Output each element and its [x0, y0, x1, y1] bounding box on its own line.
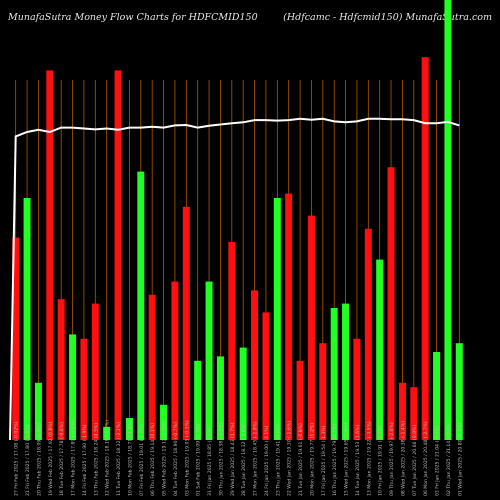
bar: [410, 387, 418, 440]
bar: [455, 343, 463, 440]
money-flow-line-path: [9, 117, 460, 441]
bar: [148, 294, 156, 440]
x-tick-label: 21 Tue Jan 2025 / 19.61 (-0.8%): [298, 423, 304, 496]
x-tick-label: 06 Mon Jan 2025 / 20.48 (-2.7%): [423, 421, 429, 496]
bar: [319, 343, 327, 440]
x-tick-label: 20 Mon Jan 2025 / 19.77 (1.2%): [309, 423, 315, 496]
bar: [205, 281, 213, 440]
x-tick-label: 01 Wed Jan 2025 / 20.80 (0.2%): [457, 422, 463, 496]
x-tick-label: 18 Tue Feb 2025 / 17.78 (-0.6%): [59, 422, 65, 496]
bar: [23, 198, 31, 440]
x-tick-label: 04 Tue Feb 2025 / 18.90 (-0.7%): [173, 422, 179, 496]
x-tick-label: 17 Fri Jan 2025 / 19.54 (-1.3%): [321, 425, 327, 496]
bar: [216, 356, 224, 440]
x-tick-label: 03 Fri Jan 2025 / 21.04 (-0.5%): [435, 425, 441, 496]
x-tick-label: 27 Mon Jan 2025 / 18.45 (-2.9%): [253, 421, 259, 496]
x-tick-label: 09 Thu Jan 2025 / 19.97 (-2.0%): [389, 422, 395, 496]
x-tick-label: 06 Thu Feb 2025 / 19.14 (0.1%): [150, 423, 156, 496]
x-tick-labels: 27 Fri Feb 2025 / 17.08 (-0.02%) 21 Fri F…: [14, 420, 464, 496]
bar: [262, 312, 270, 440]
bar: [34, 382, 42, 440]
bar: [103, 426, 111, 440]
bar: [398, 382, 406, 440]
x-tick-label: 01 Sat Feb 2025 / 19.09 (1.3%): [196, 424, 202, 496]
bar: [160, 404, 168, 440]
x-tick-label: 14 Tue Jan 2025 / 19.53 (1.6%): [355, 425, 361, 496]
bar: [296, 360, 304, 440]
x-tick-label: 13 Mon Jan 2025 / 19.22 (-3.5%): [366, 421, 372, 496]
bar: [91, 303, 99, 440]
bar: [57, 299, 65, 440]
x-tick-label: 16 Thu Jan 2025 / 19.79 (0.7%): [332, 424, 338, 496]
bar: [114, 70, 122, 441]
x-tick-label: 05 Wed Feb 2025 / 19.12 (1.2%): [162, 421, 168, 496]
x-tick-label: 07 Tue Jan 2025 / 20.66 (0.9%): [412, 425, 418, 496]
x-tick-label: 12 Wed Feb 2025 / 18.19 (-0.7%): [105, 420, 111, 496]
x-tick-label: 08 Wed Jan 2025 / 20.38 (-1.4%): [400, 421, 406, 496]
bar: [330, 308, 338, 440]
x-tick-label: 10 Mon Feb 2025 / 18.71 (-1.6%): [127, 420, 133, 496]
bar: [228, 242, 236, 440]
bar: [182, 206, 190, 440]
bar: [171, 281, 179, 440]
bar: [12, 237, 20, 440]
x-tick-label: 14 Fri Feb 2025 / 17.90 (-1.9%): [82, 424, 88, 496]
x-tick-label: 31 Fri Jan 2025 / 18.85 (2.5%): [207, 427, 213, 496]
x-tick-label: 03 Mon Feb 2025 / 19.03 (-0.3%): [184, 420, 190, 496]
bar: [342, 303, 350, 440]
money-flow-line: [9, 117, 460, 441]
bar: [421, 57, 429, 440]
chart-title-left: MunafaSutra Money Flow Charts for HDFCMI…: [8, 12, 258, 23]
x-tick-label: 15 Wed Jan 2025 / 19.65 (0.6%): [344, 422, 350, 496]
x-tick-label: 13 Thu Feb 2025 / 18.24 (0.3%): [93, 423, 99, 496]
x-tick-label: 20 Thu Feb 2025 / 18.09 (0.9%): [36, 423, 42, 496]
bar: [80, 338, 88, 440]
bar: [307, 215, 315, 440]
bars: [12, 0, 463, 441]
x-tick-label: 29 Wed Jan 2025 / 18.43 (1.7%): [230, 422, 236, 496]
chart-title-right: (Hdfcamc - Hdfcmid150) MunafaSutra.com: [283, 12, 492, 23]
x-tick-label: 28 Tue Jan 2025 / 18.12 (-1.8%): [241, 423, 247, 496]
bar: [433, 352, 441, 440]
bar: [69, 334, 77, 440]
bar: [46, 70, 54, 441]
bar: [239, 347, 247, 440]
x-tick-label: 17 Mon Feb 2025 / 17.89 (-0.1%): [71, 420, 77, 496]
bar: [194, 360, 202, 440]
bar: [273, 198, 281, 440]
x-tick-label: 10 Fri Jan 2025 / 19.91 (-0.3%): [378, 425, 384, 496]
bar: [353, 338, 361, 440]
x-tick-label: 21 Fri Feb 2025 / 17.80 (-1.6%): [25, 424, 31, 496]
x-tick-label: 24 Fri Jan 2025 / 19.00 (-2.1%): [264, 425, 270, 496]
bar: [376, 259, 384, 440]
x-tick-label: 19 Wed Feb 2025 / 17.92 (0.8%): [48, 421, 54, 496]
x-tick-label: 11 Tue Feb 2025 / 18.32 (-2.1%): [116, 422, 122, 496]
bar: [137, 171, 145, 440]
bar: [444, 0, 452, 440]
bar: [364, 228, 372, 440]
x-tick-label: 27 Fri Feb 2025 / 17.08 (-0.02%): [14, 421, 20, 496]
x-tick-label: 07 Fri Feb 2025 / 19.01 (-0.7%): [139, 424, 145, 496]
x-tick-label: 22 Wed Jan 2025 / 19.30 (-1.6%): [287, 421, 293, 496]
bar: [387, 167, 395, 440]
bar: [251, 290, 259, 440]
bar: [285, 193, 293, 440]
x-tick-label: 23 Thu Jan 2025 / 19.41 (0.6%): [275, 424, 281, 496]
bar: [125, 418, 133, 440]
x-tick-label: 02 Thu Jan 2025 / 21.14 (1.6%): [446, 424, 452, 496]
x-tick-label: 30 Thu Jan 2025 / 18.38 (-0.3%): [218, 422, 224, 496]
